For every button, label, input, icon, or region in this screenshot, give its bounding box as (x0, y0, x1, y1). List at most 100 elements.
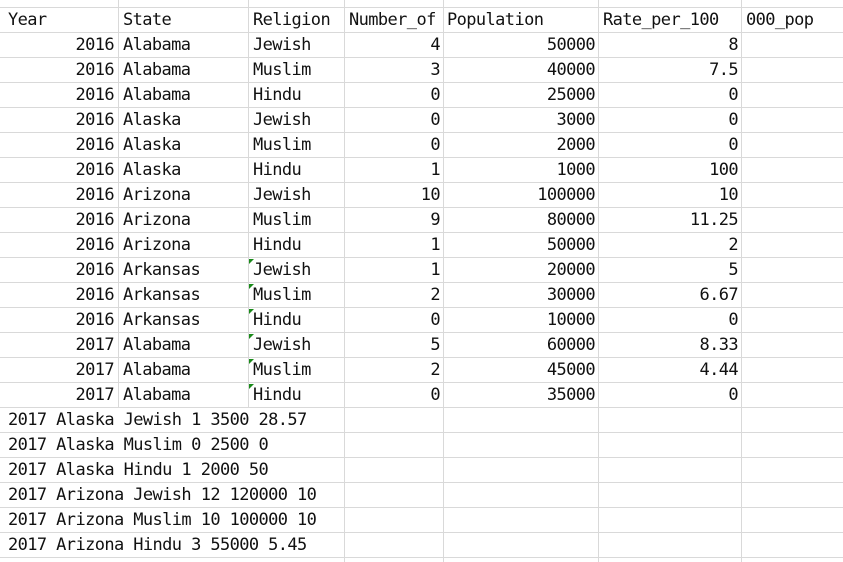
table-cell[interactable]: 1 (430, 260, 440, 280)
table-cell[interactable]: 2 (430, 285, 440, 305)
table-cell[interactable]: Alabama (123, 35, 191, 55)
table-cell[interactable]: 20000 (546, 260, 596, 280)
table-cell[interactable]: 3 (430, 60, 440, 80)
table-cell[interactable]: Arkansas (123, 310, 201, 330)
table-cell[interactable]: 1 (430, 235, 440, 255)
table-cell[interactable]: Alaska (123, 135, 181, 155)
table-cell[interactable]: 0 (728, 385, 738, 405)
table-cell[interactable]: 0 (430, 385, 440, 405)
table-cell[interactable]: Arkansas (123, 285, 201, 305)
table-cell[interactable]: 0 (728, 135, 738, 155)
table-cell[interactable]: 80000 (546, 210, 596, 230)
table-cell[interactable]: 0 (728, 310, 738, 330)
table-cell[interactable]: Alabama (123, 385, 191, 405)
table-cell[interactable]: Hindu (253, 85, 302, 105)
table-cell[interactable]: 8.33 (699, 335, 738, 355)
table-cell[interactable]: 0 (430, 85, 440, 105)
column-header[interactable]: Rate_per_100 (603, 10, 719, 30)
table-cell[interactable]: 10000 (546, 310, 596, 330)
table-cell[interactable]: 0 (430, 310, 440, 330)
table-cell[interactable]: 10 (718, 185, 739, 205)
table-cell[interactable]: 2016 (75, 235, 114, 255)
table-cell[interactable]: 3000 (556, 110, 595, 130)
table-cell[interactable]: Alabama (123, 335, 191, 355)
table-cell[interactable]: 25000 (546, 85, 596, 105)
table-cell[interactable]: 4 (430, 35, 440, 55)
column-header[interactable]: State (123, 10, 172, 30)
table-cell[interactable]: 10 (420, 185, 441, 205)
table-cell[interactable]: 2016 (75, 260, 114, 280)
table-cell[interactable]: 2016 (75, 160, 114, 180)
table-cell[interactable]: Jewish (253, 110, 311, 130)
table-cell[interactable]: 2016 (75, 35, 114, 55)
table-cell[interactable]: 2016 (75, 310, 114, 330)
table-cell[interactable]: 50000 (546, 235, 596, 255)
table-cell[interactable]: 2016 (75, 210, 114, 230)
table-cell[interactable]: 2016 (75, 85, 114, 105)
table-cell[interactable]: 2016 (75, 285, 114, 305)
table-cell[interactable]: 2016 (75, 110, 114, 130)
table-cell[interactable]: Muslim (253, 60, 311, 80)
table-cell[interactable]: 4.44 (699, 360, 738, 380)
table-row-text[interactable]: 2017 Arizona Muslim 10 100000 10 (8, 510, 317, 530)
table-row-text[interactable]: 2017 Arizona Hindu 3 55000 5.45 (8, 535, 307, 555)
column-header[interactable]: Year (8, 10, 47, 30)
table-cell[interactable]: Muslim (253, 135, 311, 155)
table-cell[interactable]: Alabama (123, 360, 191, 380)
column-header[interactable]: Number_of (349, 10, 436, 30)
table-cell[interactable]: Alaska (123, 110, 181, 130)
table-cell[interactable]: 5 (728, 260, 738, 280)
table-cell[interactable]: 2 (430, 360, 440, 380)
table-cell[interactable]: Jewish (253, 260, 311, 280)
table-cell[interactable]: 1000 (556, 160, 595, 180)
table-cell[interactable]: 60000 (546, 335, 596, 355)
table-cell[interactable]: Muslim (253, 285, 311, 305)
table-cell[interactable]: Alabama (123, 60, 191, 80)
table-cell[interactable]: 11.25 (689, 210, 739, 230)
table-cell[interactable]: Arizona (123, 210, 191, 230)
table-cell[interactable]: 0 (430, 135, 440, 155)
table-cell[interactable]: 2017 (75, 385, 114, 405)
table-cell[interactable]: 2017 (75, 360, 114, 380)
table-cell[interactable]: Jewish (253, 185, 311, 205)
table-cell[interactable]: Hindu (253, 310, 302, 330)
table-row-text[interactable]: 2017 Alaska Hindu 1 2000 50 (8, 460, 269, 480)
table-cell[interactable]: Alabama (123, 85, 191, 105)
table-cell[interactable]: 2 (728, 235, 738, 255)
table-cell[interactable]: 40000 (546, 60, 596, 80)
table-cell[interactable]: 6.67 (699, 285, 738, 305)
table-cell[interactable]: Jewish (253, 35, 311, 55)
table-cell[interactable]: 0 (728, 85, 738, 105)
table-row-text[interactable]: 2017 Alaska Muslim 0 2500 0 (8, 435, 269, 455)
table-cell[interactable]: 100 (709, 160, 739, 180)
table-cell[interactable]: 100000 (537, 185, 595, 205)
table-cell[interactable]: Alaska (123, 160, 181, 180)
table-cell[interactable]: 2016 (75, 185, 114, 205)
table-cell[interactable]: 1 (430, 160, 440, 180)
table-cell[interactable]: Hindu (253, 385, 302, 405)
table-cell[interactable]: 0 (728, 110, 738, 130)
column-header[interactable]: Religion (253, 10, 331, 30)
table-cell[interactable]: 7.5 (709, 60, 739, 80)
table-cell[interactable]: 50000 (546, 35, 596, 55)
table-cell[interactable]: Arizona (123, 235, 191, 255)
table-row-text[interactable]: 2017 Arizona Jewish 12 120000 10 (8, 485, 317, 505)
table-cell[interactable]: 45000 (546, 360, 596, 380)
table-cell[interactable]: 5 (430, 335, 440, 355)
table-cell[interactable]: Hindu (253, 160, 302, 180)
column-header[interactable]: Population (447, 10, 544, 30)
table-cell[interactable]: 0 (430, 110, 440, 130)
table-cell[interactable]: 2016 (75, 135, 114, 155)
table-cell[interactable]: 8 (728, 35, 738, 55)
table-cell[interactable]: Arkansas (123, 260, 201, 280)
table-row-text[interactable]: 2017 Alaska Jewish 1 3500 28.57 (8, 410, 307, 430)
table-cell[interactable]: Hindu (253, 235, 302, 255)
table-cell[interactable]: 9 (430, 210, 440, 230)
table-cell[interactable]: 30000 (546, 285, 596, 305)
table-cell[interactable]: 2000 (556, 135, 595, 155)
table-cell[interactable]: 2016 (75, 60, 114, 80)
table-cell[interactable]: 35000 (546, 385, 596, 405)
table-cell[interactable]: Muslim (253, 360, 311, 380)
table-cell[interactable]: 2017 (75, 335, 114, 355)
